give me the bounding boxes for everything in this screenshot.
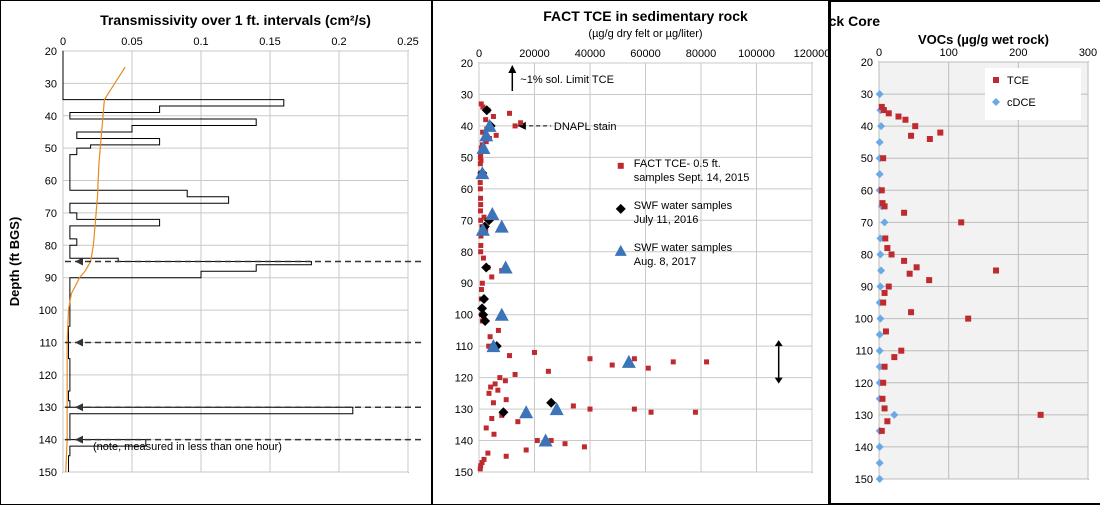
svg-text:0.15: 0.15 [259,36,280,48]
svg-text:90: 90 [461,278,473,290]
svg-text:~1% sol. Limit TCE: ~1% sol. Limit TCE [520,74,614,86]
svg-text:60: 60 [45,176,57,188]
svg-text:130: 130 [455,404,473,416]
svg-text:samples Sept. 14, 2015: samples Sept. 14, 2015 [634,172,750,184]
svg-text:SWF water samples: SWF water samples [634,242,733,254]
svg-text:90: 90 [45,273,57,285]
svg-text:40: 40 [861,121,873,133]
svg-text:100: 100 [39,305,57,317]
svg-text:100000: 100000 [738,48,775,60]
svg-text:60: 60 [861,185,873,197]
svg-text:Rock Core: Rock Core [831,13,880,29]
svg-text:200: 200 [1009,47,1027,59]
svg-text:30: 30 [861,89,873,101]
svg-text:0: 0 [60,36,66,48]
svg-text:60000: 60000 [630,48,661,60]
svg-text:50: 50 [461,152,473,164]
svg-text:80: 80 [861,249,873,261]
svg-text:0: 0 [476,48,482,60]
svg-text:0.25: 0.25 [397,36,418,48]
svg-text:50: 50 [861,153,873,165]
svg-text:0.05: 0.05 [121,36,142,48]
svg-text:July 11, 2016: July 11, 2016 [634,214,699,226]
svg-text:20: 20 [861,57,873,69]
panel-left: Transmissivity over 1 ft. intervals (cm²… [0,0,432,505]
svg-text:110: 110 [39,337,57,349]
svg-text:TCE: TCE [1007,75,1029,87]
svg-text:70: 70 [45,208,57,220]
svg-text:120: 120 [455,373,473,385]
svg-text:60: 60 [461,184,473,196]
svg-text:120: 120 [39,370,57,382]
svg-text:150: 150 [455,467,473,479]
svg-text:Depth (ft BGS): Depth (ft BGS) [7,217,22,307]
svg-text:100: 100 [855,314,873,326]
svg-text:50: 50 [45,143,57,155]
svg-text:20: 20 [461,58,473,70]
svg-text:cDCE: cDCE [1007,97,1036,109]
svg-text:(note, measured in less than o: (note, measured in less than one hour) [93,441,282,453]
svg-text:70: 70 [461,215,473,227]
svg-text:SWF water samples: SWF water samples [634,200,733,212]
svg-text:(µg/g dry felt or µg/liter): (µg/g dry felt or µg/liter) [588,28,702,40]
svg-text:90: 90 [861,282,873,294]
svg-text:FACT TCE in sedimentary rock: FACT TCE in sedimentary rock [543,8,748,24]
svg-text:140: 140 [855,442,873,454]
svg-text:FACT TCE- 0.5 ft.: FACT TCE- 0.5 ft. [634,158,721,170]
svg-text:DNAPL stain: DNAPL stain [554,121,617,133]
svg-text:130: 130 [855,410,873,422]
svg-text:70: 70 [861,217,873,229]
svg-text:30: 30 [45,78,57,90]
svg-text:40: 40 [45,111,57,123]
svg-text:300: 300 [1079,47,1097,59]
svg-text:VOCs (µg/g wet rock): VOCs (µg/g wet rock) [918,32,1049,47]
panel-middle: FACT TCE in sedimentary rock (µg/g dry fe… [432,0,829,505]
svg-text:0.1: 0.1 [193,36,208,48]
svg-text:100: 100 [939,47,957,59]
svg-text:20: 20 [45,46,57,58]
svg-text:150: 150 [39,467,57,479]
svg-text:40000: 40000 [575,48,606,60]
figure-row: Transmissivity over 1 ft. intervals (cm²… [0,0,1100,505]
svg-text:Aug. 8, 2017: Aug. 8, 2017 [634,256,696,268]
svg-text:0: 0 [876,47,882,59]
svg-text:20000: 20000 [519,48,550,60]
svg-text:40: 40 [461,121,473,133]
svg-text:130: 130 [39,402,57,414]
svg-text:80: 80 [461,247,473,259]
svg-text:100: 100 [455,310,473,322]
svg-text:0.2: 0.2 [331,36,346,48]
svg-text:80: 80 [45,240,57,252]
svg-text:120000: 120000 [794,48,828,60]
svg-text:Transmissivity over 1 ft. int: Transmissivity over 1 ft. intervals (cm²… [100,12,371,28]
svg-text:110: 110 [855,346,873,358]
svg-text:140: 140 [455,436,473,448]
svg-text:30: 30 [461,89,473,101]
svg-text:150: 150 [855,474,873,486]
svg-text:120: 120 [855,378,873,390]
svg-text:140: 140 [39,435,57,447]
svg-text:80000: 80000 [686,48,717,60]
panel-right: Rock Core VOCs (µg/g wet rock) 0 100 200 300 2… [829,0,1100,505]
svg-text:110: 110 [455,341,473,353]
